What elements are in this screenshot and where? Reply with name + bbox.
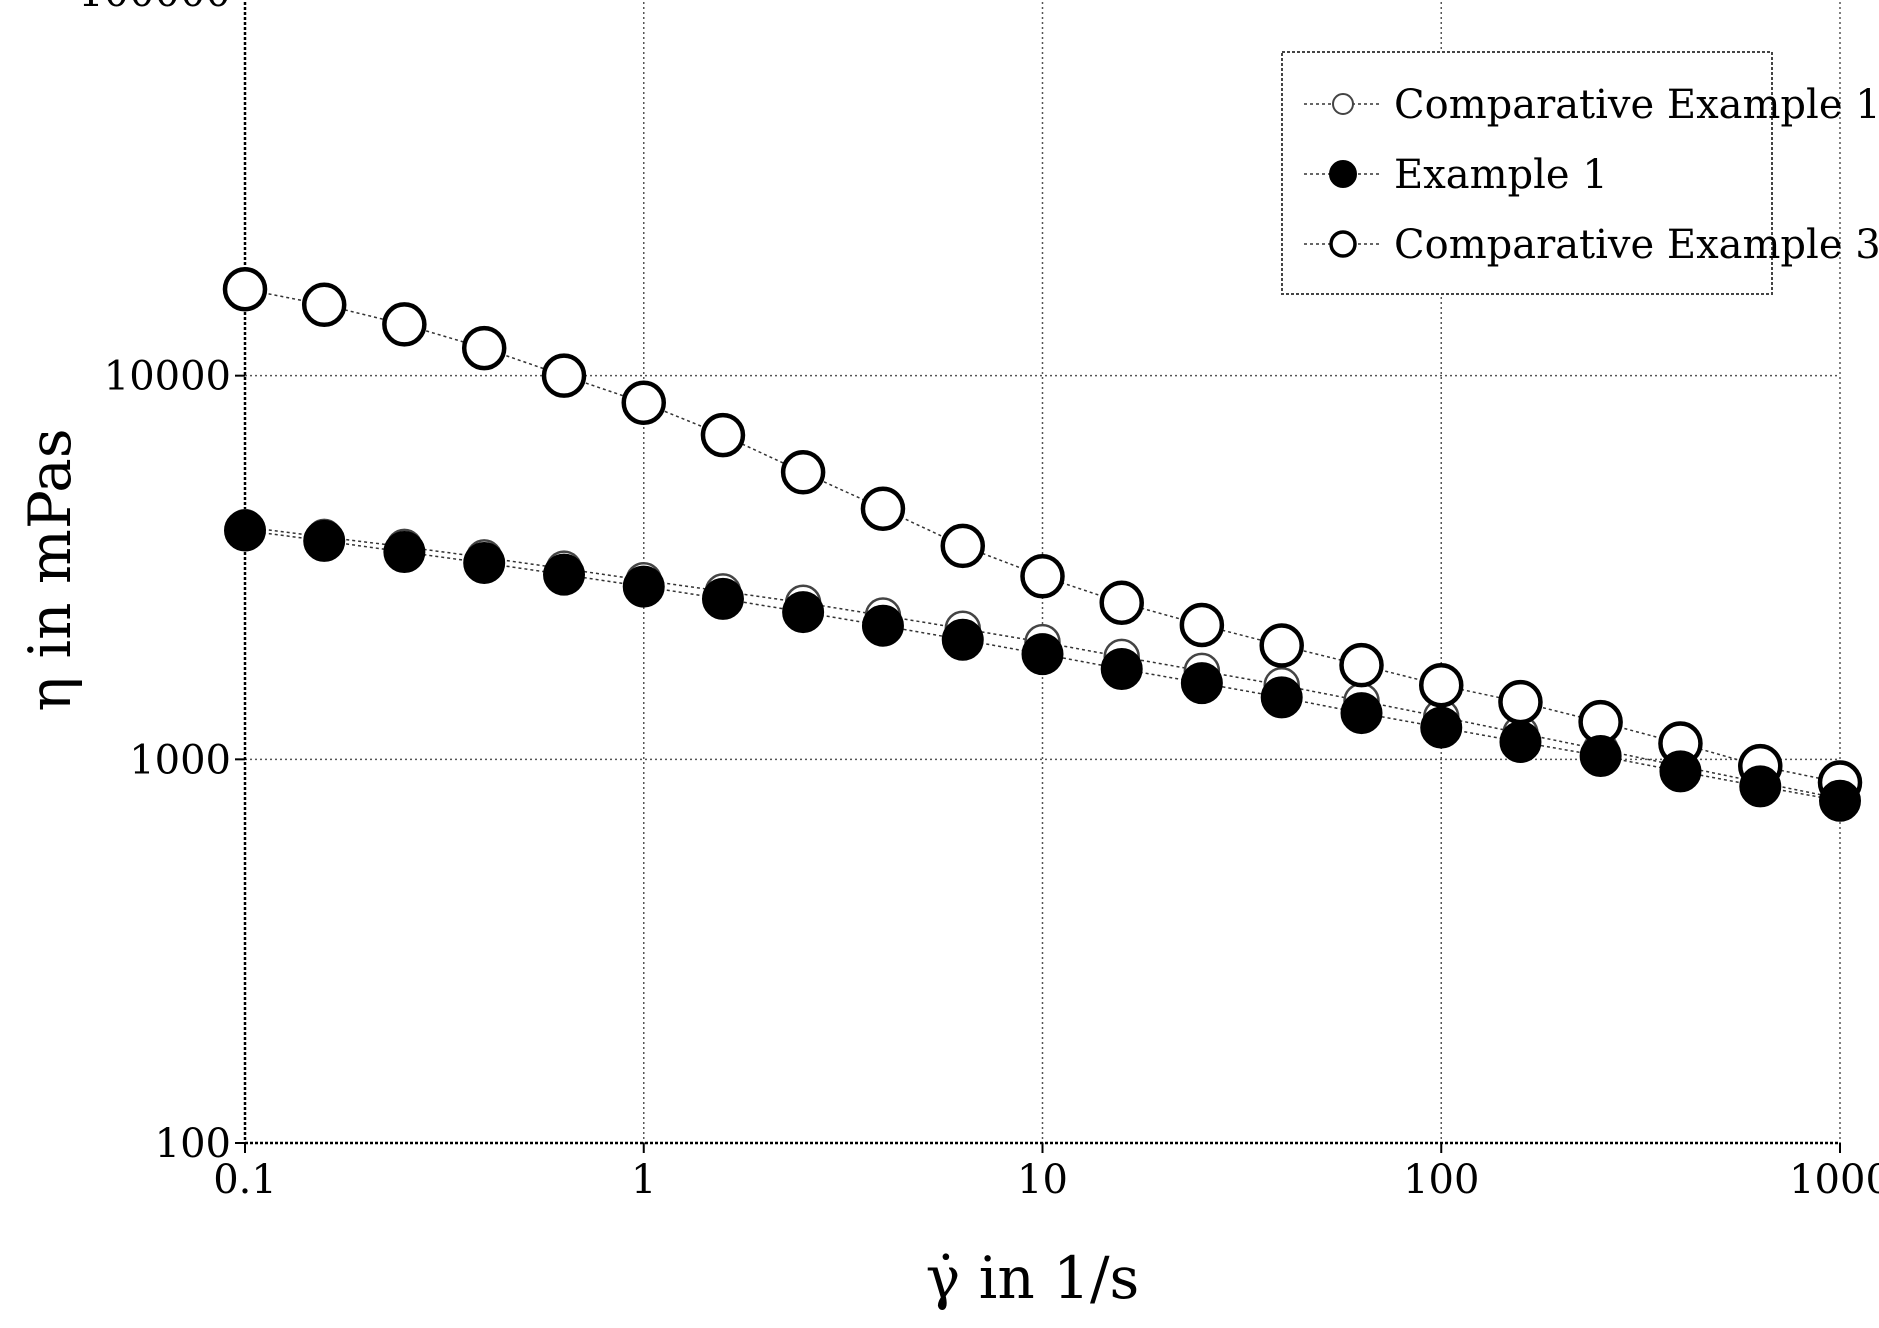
legend-entry: Example 1 — [1304, 152, 1608, 198]
data-point — [303, 519, 346, 562]
data-point — [622, 565, 665, 608]
data-point — [1180, 662, 1223, 705]
data-point — [301, 282, 347, 328]
data-point — [860, 486, 906, 531]
data-point — [1259, 623, 1304, 668]
data-point — [940, 523, 986, 569]
data-point — [1179, 602, 1225, 648]
data-point — [1739, 765, 1782, 808]
data-point — [224, 509, 266, 552]
legend: Comparative Example 1 Example 1 Comparativ… — [1281, 51, 1879, 295]
data-point — [463, 541, 506, 584]
data-point — [941, 618, 984, 661]
data-point — [1498, 679, 1543, 725]
y-tick-label: 100000 — [78, 0, 231, 16]
series-example-1 — [224, 509, 1861, 822]
data-point — [543, 553, 586, 596]
legend-marker — [1332, 93, 1354, 115]
series-group — [222, 266, 1863, 822]
data-point — [1659, 750, 1702, 793]
y-tick-label: 10000 — [104, 354, 231, 400]
data-point — [782, 591, 825, 634]
x-tick-label: 100 — [1403, 1157, 1479, 1203]
y-axis-title: η in mPas — [16, 428, 84, 711]
data-point — [701, 577, 744, 620]
data-point — [1099, 580, 1144, 625]
data-point — [1260, 676, 1303, 719]
series-line — [244, 288, 1841, 784]
data-point — [222, 266, 268, 312]
x-tick-label: 0.1 — [213, 1157, 277, 1203]
data-point — [382, 302, 427, 347]
data-point — [621, 380, 666, 425]
data-point — [1499, 720, 1542, 763]
legend-marker — [1329, 230, 1357, 258]
x-tick-label: 1 — [631, 1157, 656, 1203]
y-tick-label: 1000 — [129, 737, 231, 783]
x-axis-title: γ̇ in 1/s — [926, 1244, 1140, 1312]
legend-box — [1281, 51, 1773, 295]
legend-label: Comparative Example 3 — [1394, 222, 1879, 268]
axis-titles: γ̇ in 1/s η in mPas — [16, 428, 1139, 1312]
legend-label: Example 1 — [1394, 152, 1608, 198]
legend-marker — [1329, 160, 1357, 188]
data-point — [861, 604, 904, 647]
data-point — [461, 325, 507, 371]
legend-entry: Comparative Example 3 — [1304, 222, 1879, 268]
legend-entry: Comparative Example 1 — [1304, 82, 1879, 128]
data-point — [1021, 633, 1064, 676]
data-point — [1340, 692, 1383, 735]
data-point — [1339, 642, 1384, 688]
data-point — [1020, 554, 1065, 599]
data-point — [541, 353, 587, 398]
data-point — [1100, 647, 1143, 690]
y-tick-label: 100 — [155, 1121, 231, 1167]
data-point — [1420, 706, 1463, 749]
x-tick-label: 1000 — [1789, 1157, 1879, 1203]
x-tick-label: 10 — [1017, 1157, 1068, 1203]
axes: 0.1 1 10 100 1000 100 1000 10000 100000 — [78, 0, 1879, 1203]
legend-label: Comparative Example 1 — [1394, 82, 1879, 128]
data-point — [700, 412, 746, 458]
data-point — [383, 531, 426, 574]
data-point — [1819, 779, 1861, 822]
data-point — [1419, 662, 1464, 708]
data-point — [780, 450, 826, 495]
data-point — [1579, 735, 1622, 778]
